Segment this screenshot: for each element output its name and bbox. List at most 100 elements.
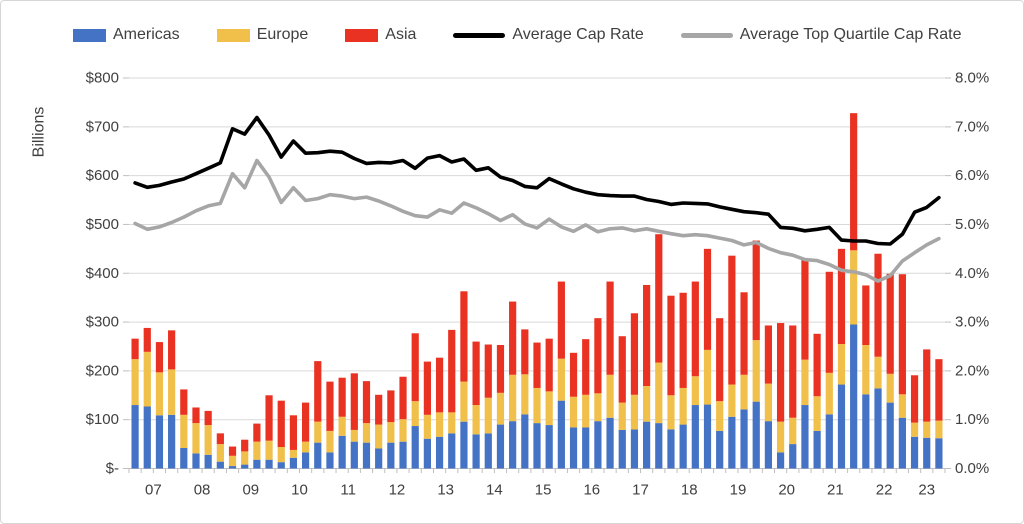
bar-segment-americas [180, 447, 188, 469]
bar-segment-europe [168, 369, 176, 415]
bar-segment-asia [168, 330, 176, 370]
bar-segment-asia [423, 361, 431, 415]
bar-segment-europe [533, 387, 541, 424]
bar-segment-europe [460, 381, 468, 422]
bar-segment-europe [898, 394, 906, 418]
bar-segment-asia [472, 341, 480, 406]
bar-segment-europe [764, 383, 773, 422]
bar-segment-americas [764, 421, 773, 469]
bar-segment-europe [241, 451, 249, 465]
bar-segment-asia [460, 291, 468, 382]
bar-segment-europe [691, 376, 699, 406]
bar-segment-asia [752, 240, 760, 341]
bar-segment-asia [655, 234, 663, 363]
right-axis-tick-label: 6.0% [955, 167, 989, 184]
bar-segment-asia [557, 281, 565, 359]
bar-segment-asia [216, 433, 224, 445]
bar-segment-asia [716, 318, 724, 402]
bar-segment-europe [935, 420, 943, 439]
bar-segment-asia [228, 446, 237, 456]
bar-segment-europe [813, 396, 821, 431]
bar-segment-asia [435, 357, 444, 413]
bar-segment-europe [362, 423, 371, 443]
bar-segment-americas [801, 405, 809, 469]
bar-segment-europe [582, 394, 590, 428]
bar-segment-americas [435, 436, 444, 469]
right-axis-tick-label: 0.0% [955, 460, 989, 477]
bar-segment-americas [143, 406, 151, 469]
bar-segment-europe [143, 351, 151, 407]
bar-segment-americas [898, 417, 906, 469]
bar-segment-americas [630, 429, 639, 469]
bar-segment-americas [399, 441, 407, 469]
bar-segment-europe [801, 359, 809, 406]
bar-segment-europe [375, 424, 383, 449]
bar-segment-americas [168, 414, 176, 469]
bar-segment-asia [411, 333, 419, 402]
bar-segment-asia [630, 313, 639, 395]
bar-segment-europe [521, 374, 529, 415]
x-axis-year-label: 14 [486, 482, 503, 499]
bar-segment-europe [496, 392, 505, 425]
bar-segment-asia [326, 381, 334, 431]
bar-segment-europe [326, 430, 334, 453]
bar-segment-asia [509, 301, 517, 375]
bar-segment-asia [643, 284, 651, 387]
bar-segment-asia [728, 255, 736, 385]
bar-segment-americas [643, 421, 651, 469]
bar-segment-europe [630, 394, 639, 430]
bar-segment-europe [435, 412, 444, 437]
average-top-quartile-cap-rate-line [133, 158, 941, 283]
right-axis-tick-label: 8.0% [955, 70, 989, 87]
bar-segment-europe [557, 358, 565, 401]
bar-segment-europe [411, 401, 419, 427]
bar-segment-asia [241, 439, 249, 452]
bar-segment-europe [606, 374, 614, 418]
bar-segment-americas [301, 452, 310, 469]
bar-segment-americas [472, 434, 480, 469]
bar-segment-americas [521, 414, 529, 469]
bar-segment-asia [253, 423, 261, 442]
bar-segment-americas [862, 394, 870, 469]
bar-segment-europe [655, 362, 663, 424]
bar-segment-europe [509, 374, 517, 422]
bar-segment-americas [289, 457, 298, 469]
bar-segment-americas [545, 425, 553, 469]
bar-segment-americas [874, 388, 882, 469]
bar-segment-asia [935, 359, 943, 421]
bar-segment-europe [484, 397, 492, 434]
bar-segment-europe [265, 440, 273, 460]
bar-segment-europe [448, 412, 456, 434]
bar-segment-asia [862, 285, 870, 346]
bar-segment-americas [740, 409, 748, 469]
average-cap-rate-line-icon [453, 32, 506, 38]
bar-segment-europe [277, 447, 285, 463]
legend-item-europe: Europe [216, 26, 308, 44]
bar-segment-europe [886, 373, 894, 403]
bar-segment-americas [655, 423, 663, 469]
left-axis-title: Billions [31, 107, 48, 158]
bar-segment-americas [837, 384, 846, 469]
bar-segment-americas [557, 400, 565, 469]
bar-segment-asia [387, 390, 395, 423]
bar-segment-americas [679, 424, 687, 469]
europe-swatch-icon [216, 28, 250, 42]
bar-segment-europe [423, 414, 431, 439]
bar-segment-europe [204, 425, 212, 455]
bar-segment-europe [216, 444, 224, 462]
bar-segment-americas [448, 433, 456, 469]
legend-item-average-cap-rate: Average Cap Rate [453, 26, 644, 44]
bar-segment-europe [850, 250, 858, 325]
bar-segment-americas [423, 438, 431, 469]
bar-segment-asia [399, 376, 407, 420]
legend-label: Americas [113, 26, 180, 43]
left-axis-tick-label: $300 [86, 314, 119, 331]
bar-segment-americas [594, 421, 602, 469]
bar-segment-europe [789, 417, 797, 445]
bar-segment-asia [582, 339, 590, 395]
bar-segment-europe [703, 349, 712, 405]
bar-segment-asia [874, 253, 882, 357]
right-axis-tick-label: 3.0% [955, 314, 989, 331]
x-axis-year-label: 22 [876, 482, 893, 499]
